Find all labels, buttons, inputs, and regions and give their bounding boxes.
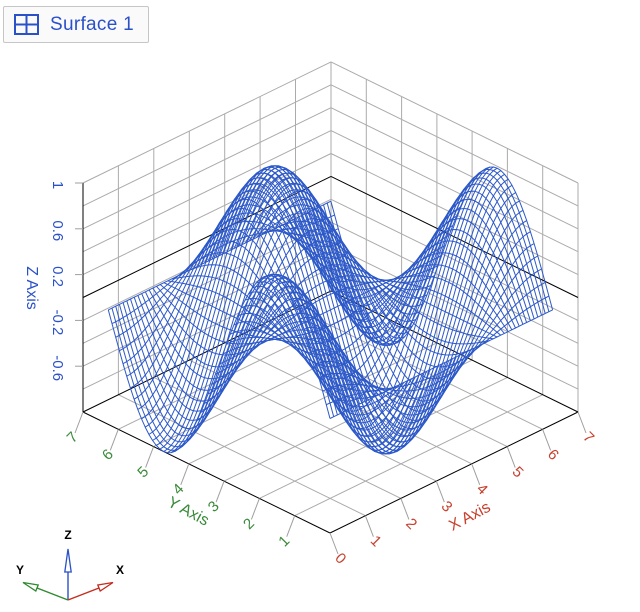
triad-z-label: Z (64, 528, 71, 542)
z-tick-label: 0.2 (49, 266, 66, 287)
x-tick-label: 6 (544, 446, 562, 464)
x-tick-label: 1 (367, 532, 385, 550)
surface-tab-label: Surface 1 (50, 13, 135, 35)
grid-icon (14, 14, 39, 35)
z-tick-label: -0.2 (49, 309, 66, 335)
x-tick-label: 0 (331, 550, 349, 568)
axis-tick-marks (74, 182, 587, 555)
y-axis-title: Y Axis (165, 494, 212, 530)
y-tick-label: 6 (99, 446, 117, 464)
y-tick-label: 2 (240, 515, 258, 533)
z-tick-label: 1 (49, 181, 66, 189)
axis-frame-lines (82, 175, 579, 534)
x-tick-label: 7 (579, 429, 597, 447)
x-tick-label: 2 (402, 515, 420, 533)
x-tick-label: 3 (438, 498, 456, 516)
orientation-triad: Z X Y (16, 528, 124, 601)
y-tick-label: 1 (275, 532, 293, 550)
x-tick-label: 5 (509, 463, 527, 481)
z-tick-label: -0.6 (49, 355, 66, 381)
surface-wireframe (107, 165, 554, 455)
z-tick-label: 0.6 (49, 220, 66, 241)
triad-y-label: Y (16, 563, 24, 577)
z-axis-title: Z Axis (23, 266, 40, 310)
y-tick-label: 7 (64, 429, 82, 447)
surface-tab[interactable]: Surface 1 (3, 6, 150, 43)
x-tick-label: 4 (473, 480, 491, 498)
y-tick-label: 5 (134, 463, 152, 481)
triad-x-label: X (116, 563, 124, 577)
